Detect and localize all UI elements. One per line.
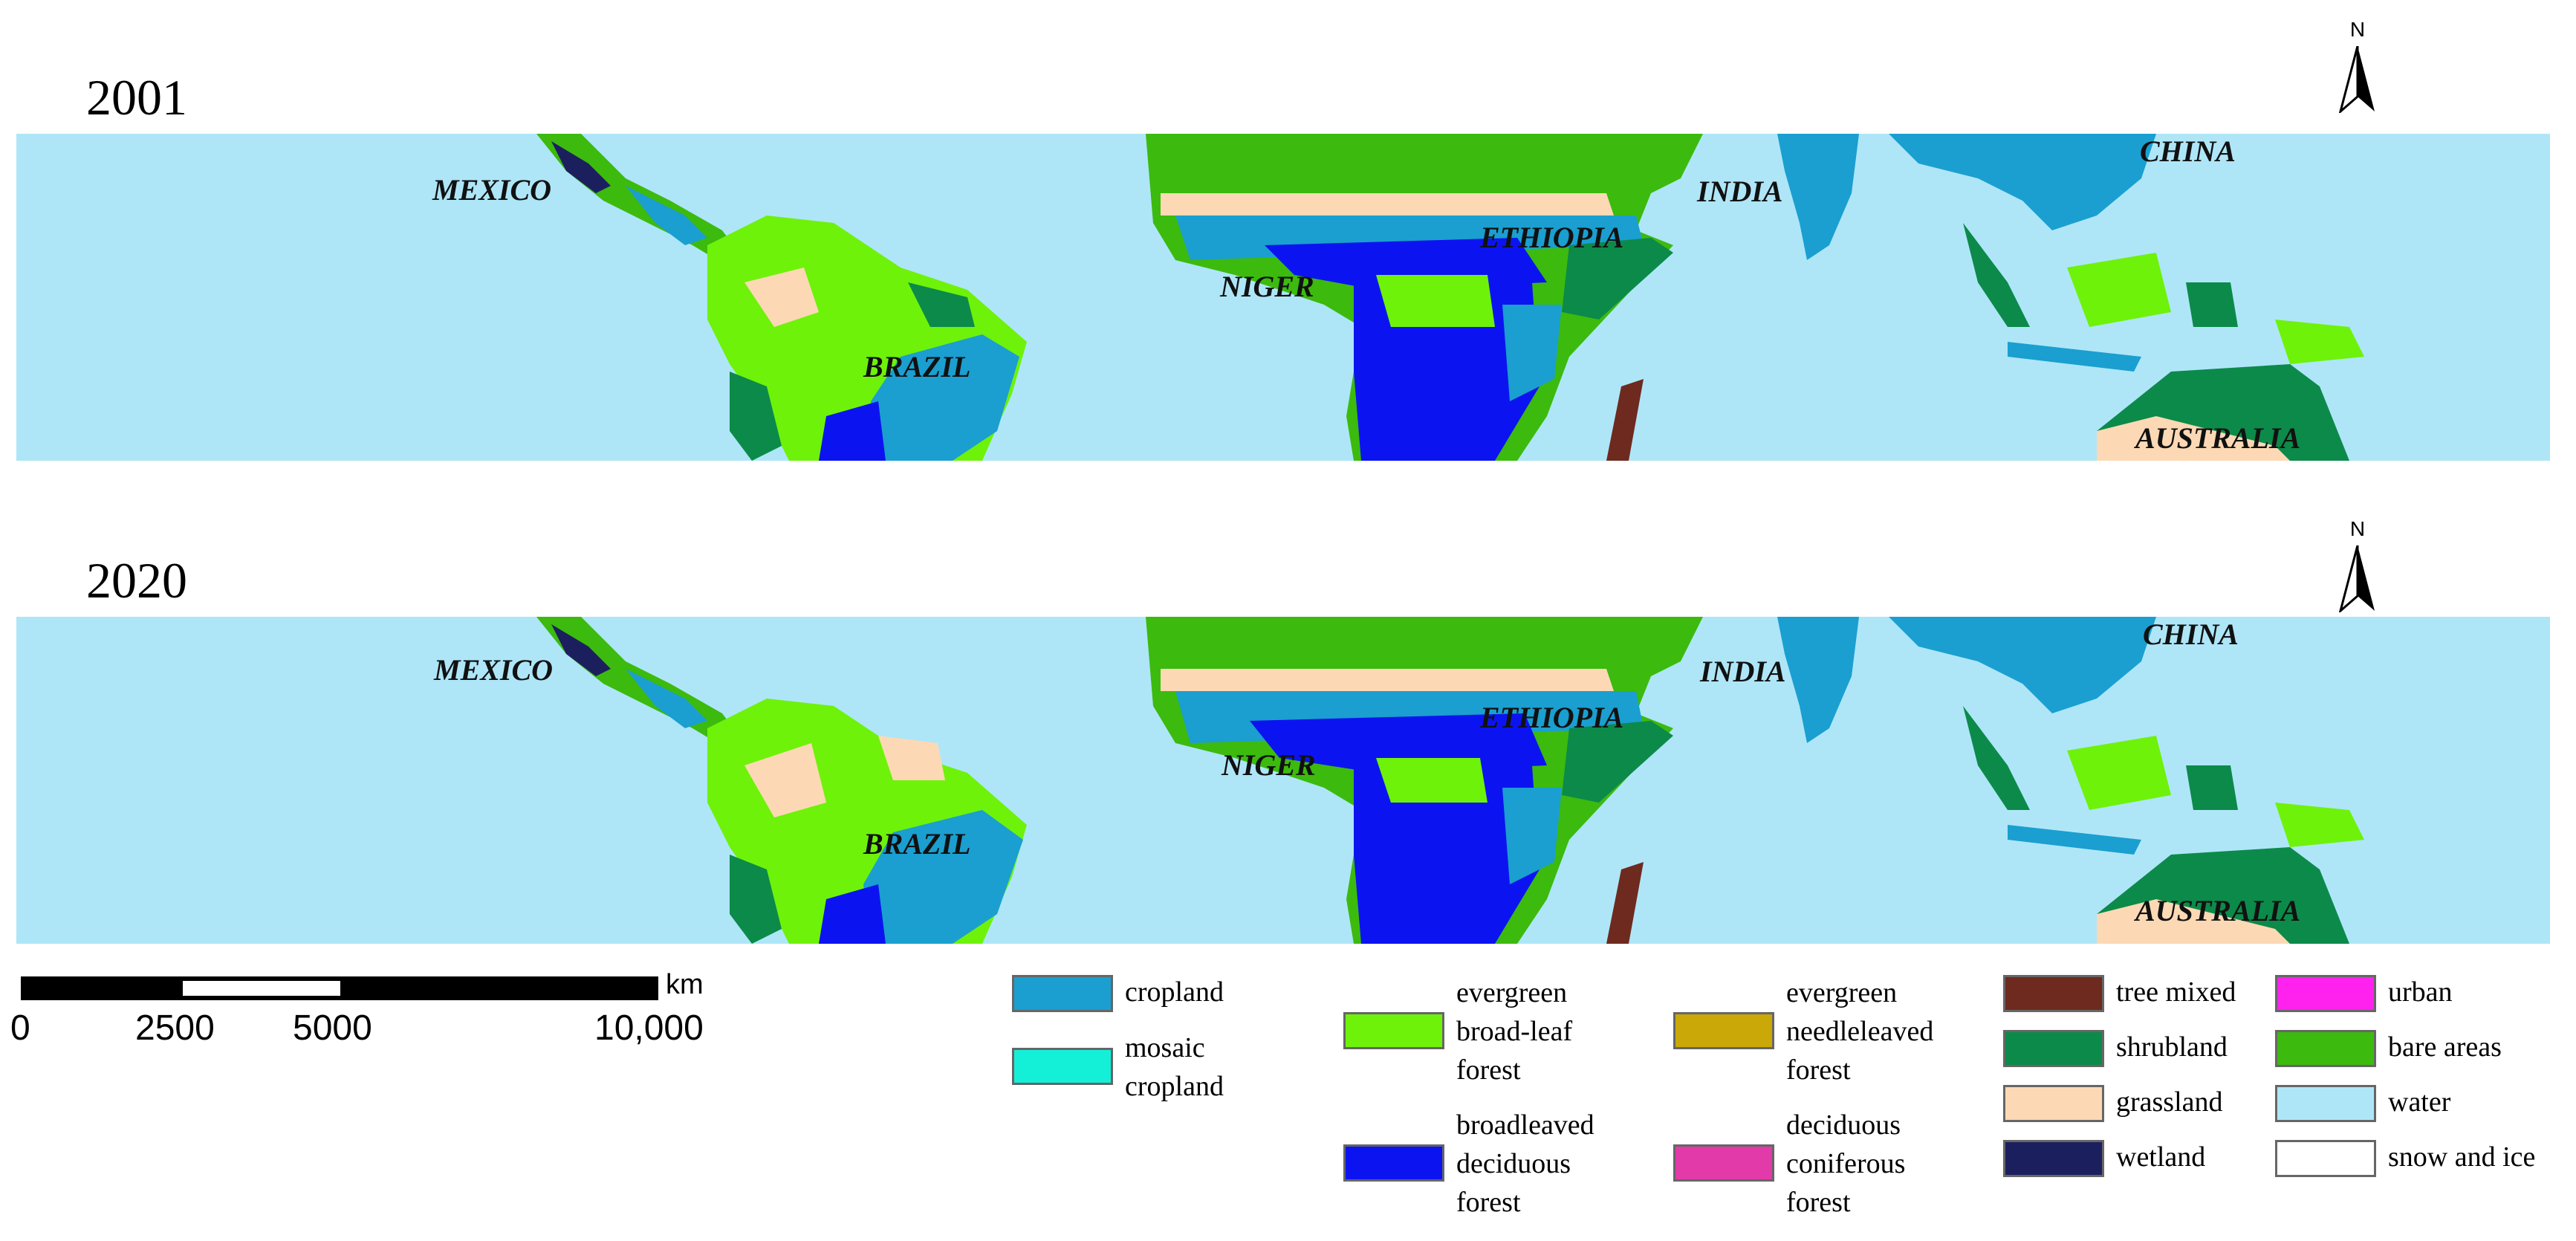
legend-label: snow and ice (2388, 1141, 2536, 1173)
country-label-china: CHINA (2140, 135, 2236, 168)
country-label-india: INDIA (1697, 175, 1783, 208)
map-drawing (536, 617, 2364, 944)
legend-swatch-snow-and-ice (2275, 1140, 2376, 1177)
scale-bar (21, 976, 658, 1000)
legend-swatch-cropland (1012, 975, 1113, 1012)
scale-unit: km (666, 969, 704, 1000)
country-label-australia: AUSTRALIA (2135, 421, 2301, 455)
legend-swatch-grassland (2003, 1085, 2104, 1122)
north-label: N (2349, 18, 2366, 41)
legend-swatch-shrubland (2003, 1030, 2104, 1067)
legend-swatch-broadleaved-deciduous-forest (1343, 1144, 1444, 1182)
legend-label: water (2388, 1086, 2451, 1118)
legend-swatch-evergreen-needleleaved-forest (1673, 1012, 1774, 1049)
legend-label: cropland (1125, 976, 1224, 1008)
legend-swatch-evergreen-broad-leaf-forest (1343, 1012, 1444, 1049)
legend-label: tree mixed (2116, 976, 2236, 1008)
legend-label: deciduous coniferous forest (1786, 1109, 1906, 1218)
legend-label: wetland (2116, 1141, 2206, 1173)
north-arrow-icon (2339, 46, 2375, 113)
legend-swatch-deciduous-coniferous-forest (1673, 1144, 1774, 1182)
year-label-2020: 2020 (86, 552, 187, 609)
legend-swatch-tree-mixed (2003, 975, 2104, 1012)
scale-tick: 2500 (135, 1008, 215, 1048)
country-label-india: INDIA (1700, 655, 1786, 688)
country-label-ethiopia: ETHIOPIA (1480, 701, 1624, 734)
north-arrow: N (2332, 517, 2384, 614)
country-label-brazil: BRAZIL (863, 827, 971, 861)
country-label-australia: AUSTRALIA (2135, 894, 2301, 927)
north-arrow-icon (2339, 545, 2375, 612)
country-label-ethiopia: ETHIOPIA (1480, 221, 1624, 254)
legend-swatch-urban (2275, 975, 2376, 1012)
legend-label: urban (2388, 976, 2453, 1008)
legend-label: evergreen needleleaved forest (1786, 977, 1934, 1086)
legend-label: broadleaved deciduous forest (1456, 1109, 1594, 1218)
legend-label: mosaic cropland (1125, 1032, 1224, 1102)
map-drawing (536, 134, 2364, 461)
country-label-mexico: MEXICO (432, 173, 552, 207)
legend-swatch-wetland (2003, 1140, 2104, 1177)
country-label-niger: NIGER (1222, 748, 1316, 782)
land-cover-map-2001: MEXICO BRAZIL NIGER ETHIOPIA INDIA CHINA… (16, 134, 2550, 461)
legend-swatch-mosaic-cropland (1012, 1048, 1113, 1085)
land-cover-map-2020: MEXICO BRAZIL NIGER ETHIOPIA INDIA CHINA… (16, 617, 2550, 944)
country-label-china: CHINA (2143, 618, 2239, 651)
legend-label: bare areas (2388, 1031, 2502, 1063)
scale-tick: 10,000 (594, 1008, 704, 1048)
legend-label: shrubland (2116, 1031, 2228, 1063)
legend-swatch-water (2275, 1085, 2376, 1122)
country-label-brazil: BRAZIL (863, 350, 971, 383)
north-label: N (2349, 517, 2366, 540)
country-label-niger: NIGER (1220, 270, 1314, 303)
year-label-2001: 2001 (86, 69, 187, 126)
country-label-mexico: MEXICO (434, 653, 554, 687)
legend-swatch-bare-areas (2275, 1030, 2376, 1067)
legend-label: evergreen broad-leaf forest (1456, 977, 1573, 1086)
legend-label: grassland (2116, 1086, 2223, 1118)
scale-bar-segment (183, 981, 340, 996)
scale-tick: 5000 (293, 1008, 372, 1048)
scale-tick: 0 (10, 1008, 30, 1048)
north-arrow: N (2332, 18, 2384, 114)
